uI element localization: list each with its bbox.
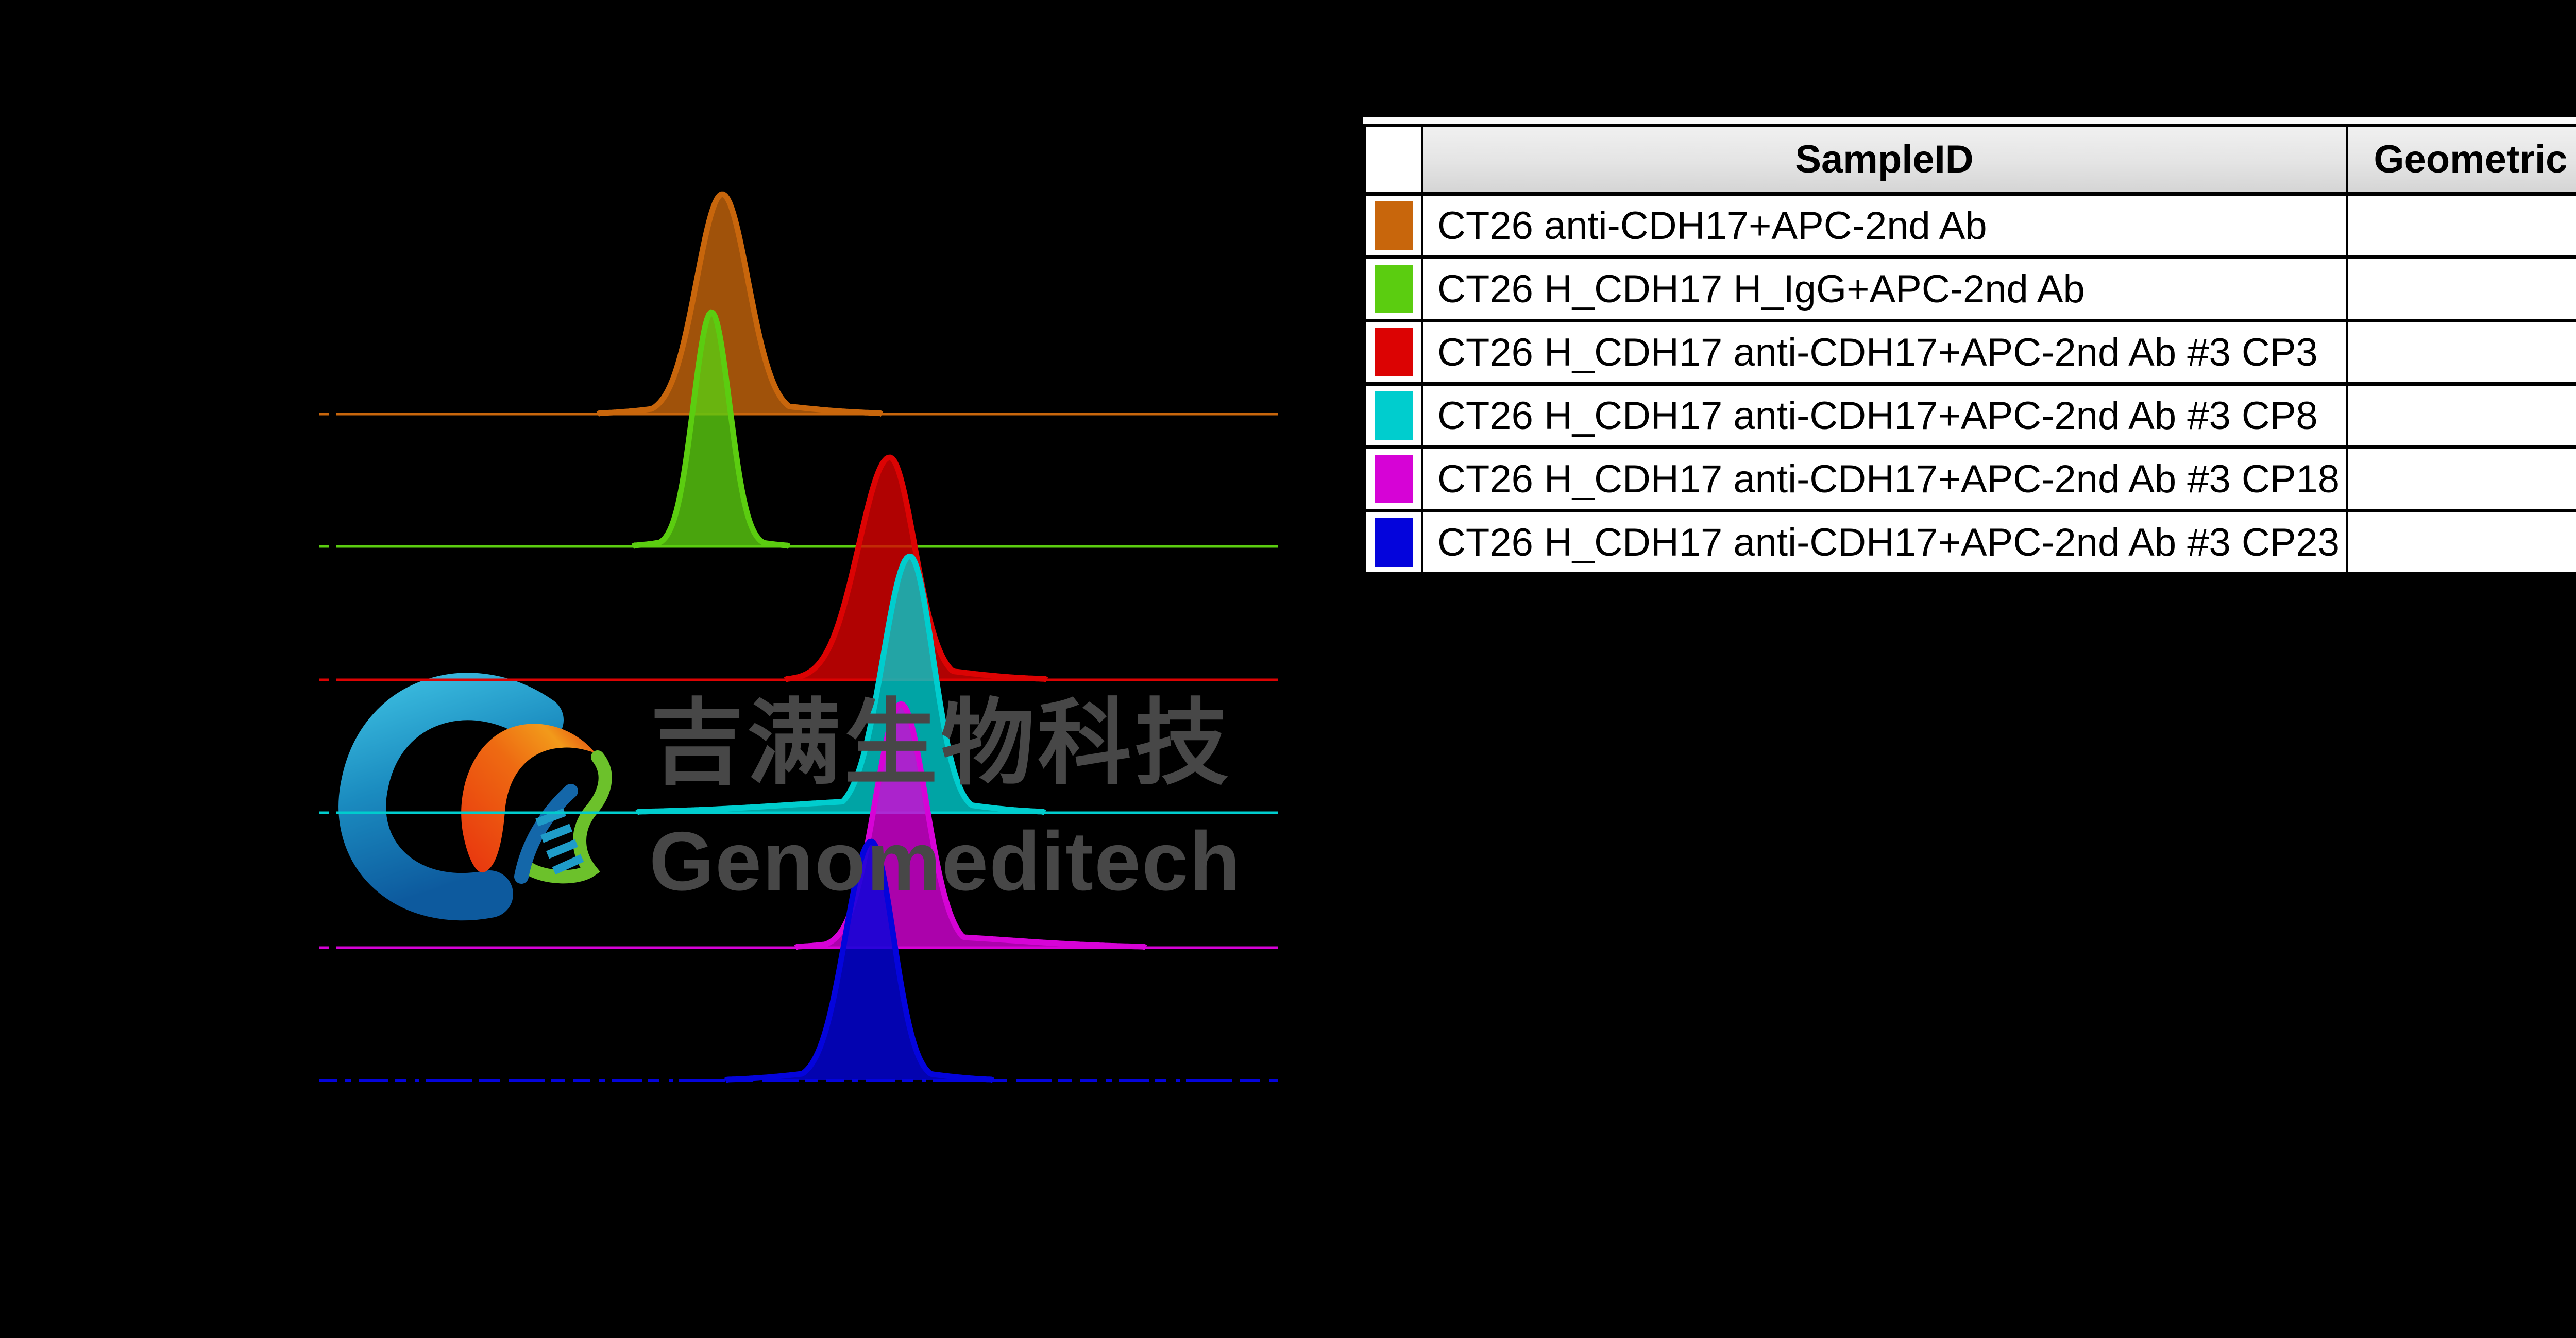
color-swatch [1375, 201, 1413, 250]
series-outline [784, 454, 1048, 683]
series-fill [319, 194, 1278, 414]
sample-id-cell: CT26 H_CDH17 anti-CDH17+APC-2nd Ab #3 CP… [1421, 449, 2346, 509]
color-swatch [1375, 328, 1413, 376]
histogram-series-group [319, 191, 1278, 1083]
color-swatch [1375, 265, 1413, 313]
sample-id-text: CT26 anti-CDH17+APC-2nd Ab [1437, 203, 1987, 248]
logo-dna-rungs [535, 808, 584, 875]
histogram-series [319, 553, 1278, 815]
table-top-highlight [1363, 117, 2576, 124]
series-outline [631, 309, 791, 549]
header-sampleid-cell: SampleID [1421, 127, 2346, 192]
series-outline [724, 838, 995, 1083]
sample-id-text: CT26 H_CDH17 anti-CDH17+APC-2nd Ab #3 CP… [1437, 457, 2340, 501]
header-geomean-cell: Geometric Mean : FL11-H [2346, 127, 2576, 192]
geo-mean-cell: 41077 [2346, 512, 2576, 572]
logo-dna-strand [514, 784, 578, 884]
series-outline [596, 191, 884, 417]
row-swatch-cell [1366, 512, 1421, 572]
stats-table-body: CT26 anti-CDH17+APC-2nd Ab2325CT26 H_CDH… [1366, 196, 2576, 572]
row-swatch-cell [1366, 449, 1421, 509]
sample-id-cell: CT26 H_CDH17 anti-CDH17+APC-2nd Ab #3 CP… [1421, 386, 2346, 445]
series-fill [319, 312, 1278, 546]
series-outline [635, 553, 1046, 815]
sample-id-text: CT26 H_CDH17 H_IgG+APC-2nd Ab [1437, 267, 2085, 311]
histogram-series [319, 309, 1278, 549]
geo-mean-cell: 62430 [2346, 322, 2576, 382]
geo-mean-cell: 100589 [2346, 386, 2576, 445]
sample-id-text: CT26 H_CDH17 anti-CDH17+APC-2nd Ab #3 CP… [1437, 330, 2318, 374]
color-swatch [1375, 455, 1413, 503]
histogram-series [319, 454, 1278, 683]
table-row: CT26 H_CDH17 anti-CDH17+APC-2nd Ab #3 CP… [1366, 449, 2576, 512]
stats-table: SampleID Geometric Mean : FL11-H CT26 an… [1363, 117, 2576, 575]
table-row: CT26 H_CDH17 anti-CDH17+APC-2nd Ab #3 CP… [1366, 322, 2576, 386]
geo-mean-cell: 2325 [2346, 196, 2576, 255]
geomean-header-label: Geometric Mean : FL11-H [2374, 138, 2576, 181]
logo-leaf [522, 750, 612, 884]
sampleid-header-label: SampleID [1795, 138, 1974, 181]
table-row: CT26 H_CDH17 H_IgG+APC-2nd Ab 1830 [1366, 259, 2576, 322]
watermark-latin-text: Genomeditech [649, 815, 1242, 908]
sample-id-cell: CT26 H_CDH17 anti-CDH17+APC-2nd Ab #3 CP… [1421, 512, 2346, 572]
header-swatch-cell [1366, 127, 1421, 192]
histogram-series [319, 838, 1278, 1083]
histogram-series [319, 191, 1278, 417]
sample-id-cell: CT26 H_CDH17 anti-CDH17+APC-2nd Ab #3 CP… [1421, 322, 2346, 382]
table-row: CT26 H_CDH17 anti-CDH17+APC-2nd Ab #3 CP… [1366, 512, 2576, 572]
sample-id-text: CT26 H_CDH17 anti-CDH17+APC-2nd Ab #3 CP… [1437, 393, 2318, 438]
table-header-row: SampleID Geometric Mean : FL11-H [1366, 127, 2576, 196]
genomeditech-logo-icon [338, 673, 612, 921]
row-swatch-cell [1366, 196, 1421, 255]
series-fill [319, 457, 1278, 680]
sample-id-cell: CT26 anti-CDH17+APC-2nd Ab [1421, 196, 2346, 255]
sample-id-text: CT26 H_CDH17 anti-CDH17+APC-2nd Ab #3 CP… [1437, 520, 2340, 564]
sample-id-cell: CT26 H_CDH17 H_IgG+APC-2nd Ab [1421, 259, 2346, 319]
watermark-chinese-text: 吉满生物科技 [650, 691, 1231, 796]
table-row: CT26 H_CDH17 anti-CDH17+APC-2nd Ab #3 CP… [1366, 386, 2576, 449]
geo-mean-cell: 1830 [2346, 259, 2576, 319]
row-swatch-cell [1366, 259, 1421, 319]
color-swatch [1375, 518, 1413, 567]
logo-flame [461, 724, 595, 873]
row-swatch-cell [1366, 386, 1421, 445]
geo-mean-cell: 84944 [2346, 449, 2576, 509]
table-row: CT26 anti-CDH17+APC-2nd Ab 2325 [1366, 196, 2576, 259]
color-swatch [1375, 391, 1413, 440]
row-swatch-cell [1366, 322, 1421, 382]
